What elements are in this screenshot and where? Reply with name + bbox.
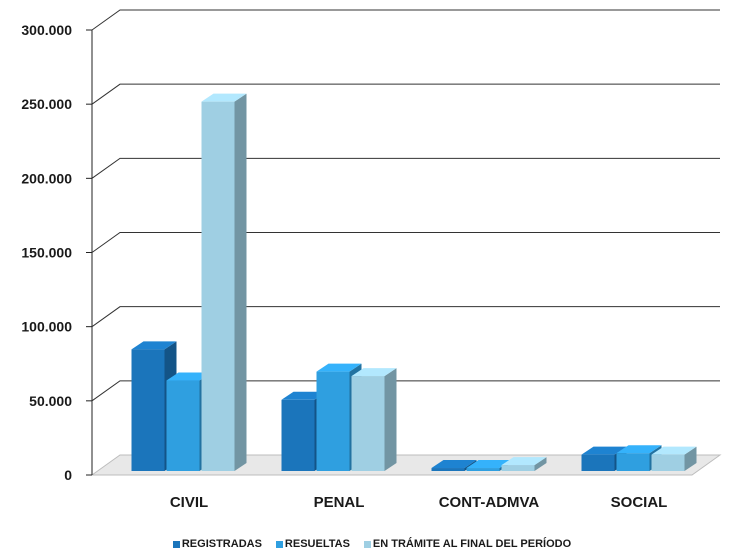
legend-label: EN TRÁMITE AL FINAL DEL PERÍODO: [372, 538, 572, 550]
bar-top: [166, 372, 212, 381]
gridlines: [90, 9, 722, 476]
bar: [201, 93, 247, 472]
bar-top: [201, 93, 247, 102]
bar-front: [316, 371, 350, 471]
gridline: [91, 157, 720, 179]
gridline: [91, 232, 720, 253]
y-tick-label: 250.000: [21, 96, 72, 112]
bar-top: [281, 391, 327, 400]
bar-front: [351, 376, 385, 471]
bar-side: [384, 368, 397, 471]
bar-top: [581, 446, 627, 455]
legend: REGISTRADAS RESUELTAS EN TRÁMITE AL FINAL …: [0, 538, 744, 550]
bar-top: [351, 368, 397, 377]
legend-swatch: [172, 540, 180, 548]
bar-front: [166, 380, 200, 471]
y-tick-label: 150.000: [21, 245, 72, 261]
bar-side: [234, 93, 247, 472]
legend-label: RESUELTAS: [284, 538, 350, 550]
legend-item: EN TRÁMITE AL FINAL DEL PERÍODO: [363, 538, 572, 550]
bar-front: [616, 453, 650, 471]
y-axis-ticks: 0 50.000 100.000 150.000 200.000 250.000 300.0…: [21, 22, 92, 483]
bar-top: [466, 460, 512, 469]
x-axis-categories: CIVIL PENAL CONT-ADMVA SOCIAL: [170, 494, 668, 511]
gridline: [91, 306, 720, 328]
y-tick-label: 100.000: [21, 319, 72, 335]
y-tick-label: 300.000: [21, 22, 72, 38]
gridline: [91, 380, 720, 402]
bar-front: [466, 468, 500, 471]
x-category-label: CONT-ADMVA: [439, 494, 540, 511]
x-category-label: PENAL: [314, 494, 365, 511]
y-tick-label: 200.000: [21, 170, 72, 186]
bar: [501, 457, 547, 471]
x-category-label: CIVIL: [170, 494, 208, 511]
gridline: [91, 83, 720, 105]
bar-front: [581, 454, 615, 471]
bar-side: [684, 446, 697, 471]
bar-front: [131, 349, 165, 471]
bar-top: [616, 445, 662, 454]
legend-item: RESUELTAS: [275, 538, 350, 550]
bar-front: [501, 465, 535, 471]
bar-side: [534, 457, 547, 471]
y-tick-label: 50.000: [29, 393, 72, 409]
bar-top: [501, 457, 547, 466]
gridline: [91, 9, 720, 31]
bar-front: [201, 101, 235, 472]
bar-top: [131, 341, 177, 350]
legend-label: REGISTRADAS: [181, 538, 262, 550]
chart-floor: [90, 454, 722, 476]
legend-swatch: [275, 540, 283, 548]
bar: [351, 368, 397, 471]
bar-top: [316, 363, 362, 372]
bar-top: [431, 460, 477, 469]
bar: [651, 446, 697, 471]
y-tick-label: 0: [64, 467, 72, 483]
bars: [131, 93, 697, 472]
bar-front: [651, 454, 685, 471]
bar-front: [281, 399, 315, 471]
legend-item: REGISTRADAS: [172, 538, 262, 550]
x-category-label: SOCIAL: [611, 494, 668, 511]
bar-front: [431, 468, 465, 471]
bar-top: [651, 446, 697, 455]
legend-swatch: [363, 540, 371, 548]
